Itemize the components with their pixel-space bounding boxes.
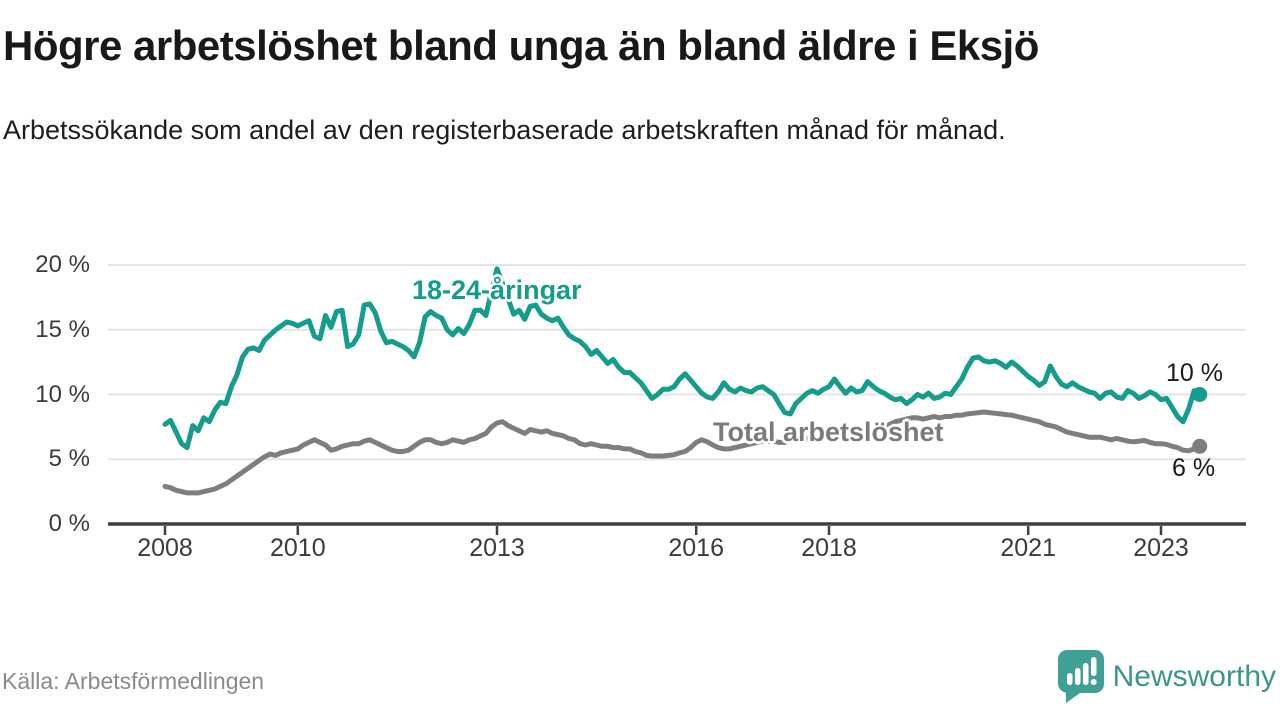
y-axis-label: 10 %	[35, 380, 90, 408]
end-value-label-total: 6 %	[1172, 454, 1216, 482]
newsworthy-logo: Newsworthy	[1057, 650, 1276, 704]
end-value-label-young: 10 %	[1166, 359, 1223, 387]
x-axis-label: 2013	[469, 534, 525, 562]
y-axis-label: 15 %	[35, 315, 90, 343]
y-axis-label: 20 %	[35, 251, 90, 278]
series-end-dot-young	[1192, 387, 1208, 402]
series-end-dot-total	[1192, 438, 1208, 454]
series-line-total	[162, 409, 1203, 496]
x-axis-label: 2008	[137, 534, 193, 562]
page-title: Högre arbetslöshet bland unga än bland ä…	[3, 22, 1039, 69]
series-label-young: 18-24-åringar	[412, 275, 582, 305]
x-axis-label: 2021	[1000, 534, 1056, 562]
y-axis-label: 0 %	[48, 510, 90, 537]
y-axis-label: 5 %	[48, 445, 90, 473]
bar-chart-bubble-icon	[1057, 650, 1104, 703]
brand-name: Newsworthy	[1112, 660, 1276, 693]
page-subtitle: Arbetssökande som andel av den registerb…	[3, 115, 1006, 145]
source-note: Källa: Arbetsförmedlingen	[2, 668, 265, 694]
x-axis-label: 2018	[801, 534, 857, 562]
x-axis-label: 2010	[269, 534, 326, 562]
series-label-total: Total arbetslöshet	[713, 417, 944, 447]
series-line-young	[162, 266, 1203, 451]
x-axis-label: 2023	[1133, 534, 1189, 562]
x-axis-label: 2016	[668, 534, 724, 562]
